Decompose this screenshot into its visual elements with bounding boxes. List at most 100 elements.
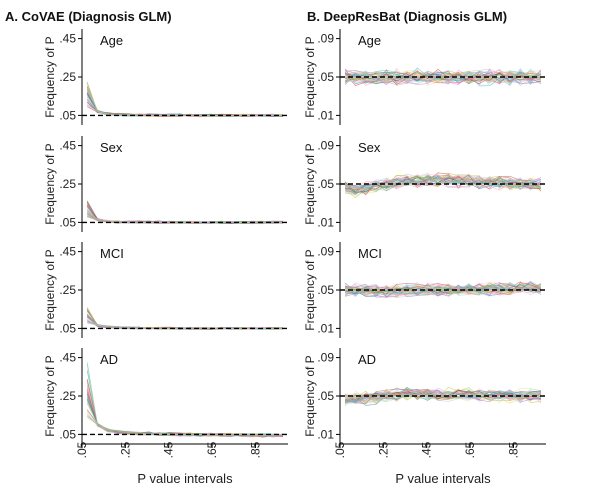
y-axis-label: Frequency of P (303, 36, 317, 117)
series-line (86, 87, 283, 117)
subplot-label: AD (358, 352, 376, 367)
y-tick-label: .05 (317, 70, 334, 84)
series-line (344, 283, 541, 298)
x-tick-label: .25 (376, 441, 390, 458)
panel-title: A. CoVAE (Diagnosis GLM) (5, 9, 172, 24)
y-tick-label: .05 (59, 108, 76, 122)
series-line (86, 378, 283, 437)
y-tick-label: .01 (317, 108, 334, 122)
y-tick-label: .09 (317, 139, 334, 153)
series-line (86, 87, 283, 118)
series-line (86, 204, 283, 224)
series-line (86, 370, 283, 437)
series-line (86, 361, 283, 437)
series-line (86, 82, 283, 117)
series-line (86, 87, 283, 117)
series-line (86, 200, 283, 224)
x-tick-label: .65 (463, 441, 477, 458)
series-line (345, 175, 542, 191)
series-line (86, 92, 283, 117)
y-tick-label: .05 (317, 283, 334, 297)
y-axis-label: Frequency of P (43, 355, 57, 436)
y-tick-label: .05 (59, 215, 76, 229)
subplot-label: Age (358, 33, 381, 48)
series-line (86, 82, 283, 117)
series-line (86, 379, 283, 438)
y-tick-label: .09 (317, 32, 334, 46)
series-line (344, 282, 542, 299)
x-tick-label: .45 (420, 441, 434, 458)
series-line (86, 201, 283, 224)
series-line (86, 91, 283, 117)
x-axis-label: P value intervals (395, 471, 491, 486)
x-tick-label: .05 (75, 441, 89, 458)
subplot-label: Age (100, 33, 123, 48)
series-line (86, 203, 283, 224)
y-tick-label: .01 (317, 215, 334, 229)
series-line (86, 88, 283, 117)
series-line (86, 309, 283, 330)
series-line (345, 388, 541, 405)
series-line (86, 307, 283, 330)
series-line (86, 392, 283, 437)
subplot-label: Sex (100, 140, 123, 155)
y-tick-label: .45 (59, 139, 76, 153)
series-line (86, 401, 283, 437)
y-tick-label: .45 (59, 32, 76, 46)
series-line (86, 200, 283, 225)
series-line (86, 391, 283, 436)
y-tick-label: .05 (59, 321, 76, 335)
y-tick-label: .09 (317, 245, 334, 259)
series-line (86, 364, 283, 437)
series-line (345, 284, 541, 295)
series-line (86, 388, 283, 438)
series-line (344, 176, 541, 192)
series-line (345, 285, 542, 296)
series-line (345, 281, 542, 298)
subplot-label: AD (100, 352, 118, 367)
y-tick-label: .01 (317, 321, 334, 335)
y-tick-label: .25 (59, 389, 76, 403)
subplot-label: MCI (358, 246, 382, 261)
series-line (86, 92, 283, 117)
y-tick-label: .05 (59, 427, 76, 441)
series-line (86, 308, 283, 330)
series-line (86, 204, 283, 224)
series-line (86, 379, 283, 436)
series-line (86, 388, 283, 438)
series-line (345, 174, 541, 190)
panel-title: B. DeepResBat (Diagnosis GLM) (307, 9, 507, 24)
series-line (345, 68, 542, 86)
y-tick-label: .05 (317, 177, 334, 191)
series-line (86, 81, 283, 117)
series-line (86, 363, 283, 438)
series-line (86, 384, 283, 437)
series-line (344, 390, 542, 404)
series-line (345, 70, 541, 85)
series-line (344, 175, 541, 195)
y-tick-label: .25 (59, 177, 76, 191)
series-line (86, 202, 283, 224)
series-line (86, 200, 283, 224)
x-tick-label: .65 (205, 441, 219, 458)
series-line (86, 201, 283, 224)
series-line (86, 370, 283, 437)
series-line (344, 388, 541, 404)
y-tick-label: .45 (59, 245, 76, 259)
y-tick-label: .05 (317, 389, 334, 403)
x-tick-label: .85 (248, 441, 262, 458)
series-line (86, 86, 283, 117)
series-line (345, 70, 542, 84)
series-line (86, 380, 283, 438)
series-line (345, 283, 541, 296)
series-line (86, 363, 283, 438)
x-tick-label: .25 (118, 441, 132, 458)
series-line (86, 82, 283, 117)
